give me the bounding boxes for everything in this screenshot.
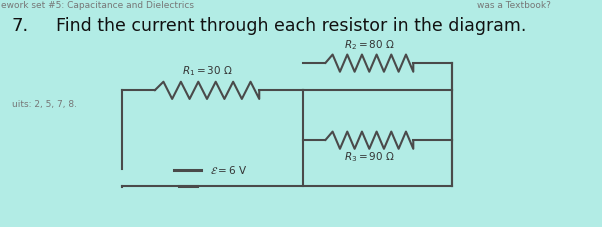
Text: $R_2 = 80\ \Omega$: $R_2 = 80\ \Omega$: [344, 38, 395, 52]
Text: $R_3 = 90\ \Omega$: $R_3 = 90\ \Omega$: [344, 150, 395, 163]
Text: ework set #5: Capacitance and Dielectrics: ework set #5: Capacitance and Dielectric…: [1, 1, 194, 10]
Text: was a Textbook?: was a Textbook?: [477, 1, 551, 10]
Text: Find the current through each resistor in the diagram.: Find the current through each resistor i…: [56, 17, 526, 35]
Text: $\mathcal{E} = 6\ \mathrm{V}$: $\mathcal{E} = 6\ \mathrm{V}$: [209, 163, 247, 175]
Text: uits: 2, 5, 7, 8.: uits: 2, 5, 7, 8.: [11, 100, 76, 109]
Text: 7.: 7.: [11, 17, 29, 35]
Text: $R_1 = 30\ \Omega$: $R_1 = 30\ \Omega$: [182, 64, 232, 77]
